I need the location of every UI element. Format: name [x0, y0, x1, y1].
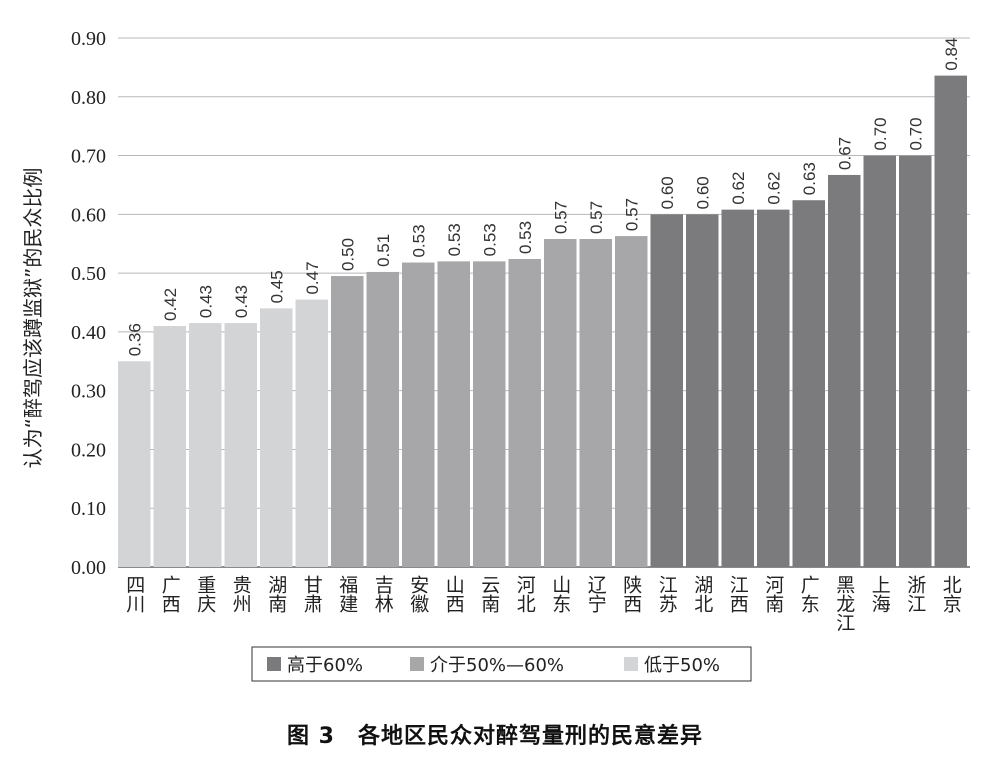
x-tick-label: 江苏 [656, 575, 678, 613]
y-tick-label: 0.20 [71, 439, 106, 461]
value-label: 0.53 [409, 224, 428, 257]
bars [118, 75, 967, 568]
x-tick-label: 广西 [159, 575, 181, 613]
value-label: 0.43 [196, 285, 215, 318]
value-label: 0.36 [125, 323, 144, 356]
x-tick-label: 安徽 [407, 575, 429, 613]
value-label: 0.62 [729, 172, 748, 205]
y-tick-label: 0.80 [71, 87, 106, 109]
value-label: 0.62 [764, 172, 783, 205]
value-label: 0.47 [303, 261, 322, 294]
value-label: 0.70 [906, 117, 925, 150]
value-label: 0.84 [942, 38, 961, 71]
y-tick-label: 0.50 [71, 263, 106, 285]
value-label: 0.42 [161, 288, 180, 321]
legend-label: 介于50%—60% [430, 655, 564, 676]
legend-swatch [410, 657, 424, 671]
x-tick-label: 黑龙江 [833, 575, 855, 632]
y-tick-label: 0.60 [71, 204, 106, 226]
y-tick-label: 0.00 [71, 557, 106, 579]
x-tick-label: 吉林 [372, 575, 394, 613]
bar [260, 308, 293, 567]
x-tick-label: 河北 [514, 575, 536, 613]
bar [118, 361, 151, 567]
x-tick-label: 四川 [123, 575, 145, 613]
bar [686, 214, 719, 568]
x-tick-label: 辽宁 [585, 575, 607, 613]
x-tick-label: 重庆 [194, 575, 216, 613]
bar [757, 209, 790, 567]
y-tick-label: 0.40 [71, 322, 106, 344]
x-tick-label: 云南 [478, 575, 500, 613]
x-tick-label: 湖南 [265, 575, 287, 613]
value-label: 0.53 [480, 223, 499, 256]
x-tick-label: 江西 [727, 575, 749, 613]
value-label: 0.53 [445, 223, 464, 256]
y-tick-label: 0.90 [71, 28, 106, 50]
bar [402, 262, 435, 567]
value-label: 0.63 [800, 162, 819, 195]
value-labels: 0.36 0.42 0.43 0.43 0.45 0.47 0.50 0.51 0.53 0.53… [125, 38, 961, 357]
legend-swatch [267, 657, 281, 671]
x-tick-label: 山东 [549, 575, 571, 613]
value-label: 0.57 [587, 201, 606, 234]
x-tick-label: 湖北 [691, 575, 713, 613]
x-tick-label: 广东 [798, 575, 820, 613]
bar [615, 236, 648, 567]
bar [650, 214, 683, 568]
value-label: 0.50 [338, 238, 357, 271]
figure-caption: 图 3 各地区民众对醉驾量刑的民意差异 [287, 724, 703, 749]
legend-swatch [624, 657, 638, 671]
bar [366, 271, 399, 567]
legend: 高于60% 介于50%—60% 低于50% [251, 646, 752, 682]
y-axis-ticks: 0.00 0.10 0.20 0.30 0.40 0.50 0.60 0.70 0.80 0.90 [71, 28, 106, 579]
y-tick-label: 0.10 [71, 498, 106, 520]
bar [934, 75, 967, 568]
y-tick-label: 0.70 [71, 146, 106, 168]
legend-label: 高于60% [287, 655, 363, 676]
y-axis-label: 认为“醉驾应该蹲监狱”的民众比例 [21, 168, 45, 469]
value-label: 0.57 [551, 201, 570, 234]
value-label: 0.51 [374, 234, 393, 267]
bar [544, 239, 577, 567]
value-label: 0.43 [232, 285, 251, 318]
value-label: 0.60 [693, 176, 712, 209]
bar [224, 323, 257, 567]
value-label: 0.67 [835, 137, 854, 170]
bar [189, 323, 222, 567]
x-tick-label: 陕西 [620, 575, 642, 613]
legend-box [251, 646, 752, 682]
bar [508, 259, 541, 567]
x-tick-label: 福建 [336, 575, 358, 613]
bar [437, 261, 470, 567]
bar [721, 209, 754, 567]
x-tick-label: 河南 [762, 575, 784, 613]
bar [899, 155, 932, 568]
value-label: 0.70 [871, 117, 890, 150]
value-label: 0.57 [622, 198, 641, 231]
x-tick-label: 甘肃 [301, 575, 323, 613]
bar [792, 200, 825, 567]
bar [863, 155, 896, 568]
bar [579, 239, 612, 567]
bar [828, 174, 861, 568]
value-label: 0.45 [267, 270, 286, 303]
y-tick-label: 0.30 [71, 381, 106, 403]
bar [295, 299, 328, 567]
x-tick-label: 贵州 [230, 575, 252, 613]
x-tick-label: 上海 [869, 575, 891, 613]
bar [331, 276, 364, 567]
x-tick-label: 浙江 [904, 575, 926, 613]
bar [153, 326, 186, 567]
x-tick-label: 山西 [443, 575, 465, 613]
bar-chart: 认为“醉驾应该蹲监狱”的民众比例 0.00 0.10 0.20 0.30 0.40 0.5… [21, 28, 970, 682]
bar [473, 261, 506, 567]
legend-label: 低于50% [644, 655, 720, 676]
x-tick-label: 北京 [940, 575, 962, 614]
value-label: 0.53 [516, 221, 535, 254]
value-label: 0.60 [658, 176, 677, 209]
x-axis-labels: 四川 广西 重庆 贵州 湖南 甘肃 福建 吉林 安徽 山西 云南 河北 山东 辽宁 陕西 江苏 湖北 江西 河南 广东… [123, 575, 962, 632]
